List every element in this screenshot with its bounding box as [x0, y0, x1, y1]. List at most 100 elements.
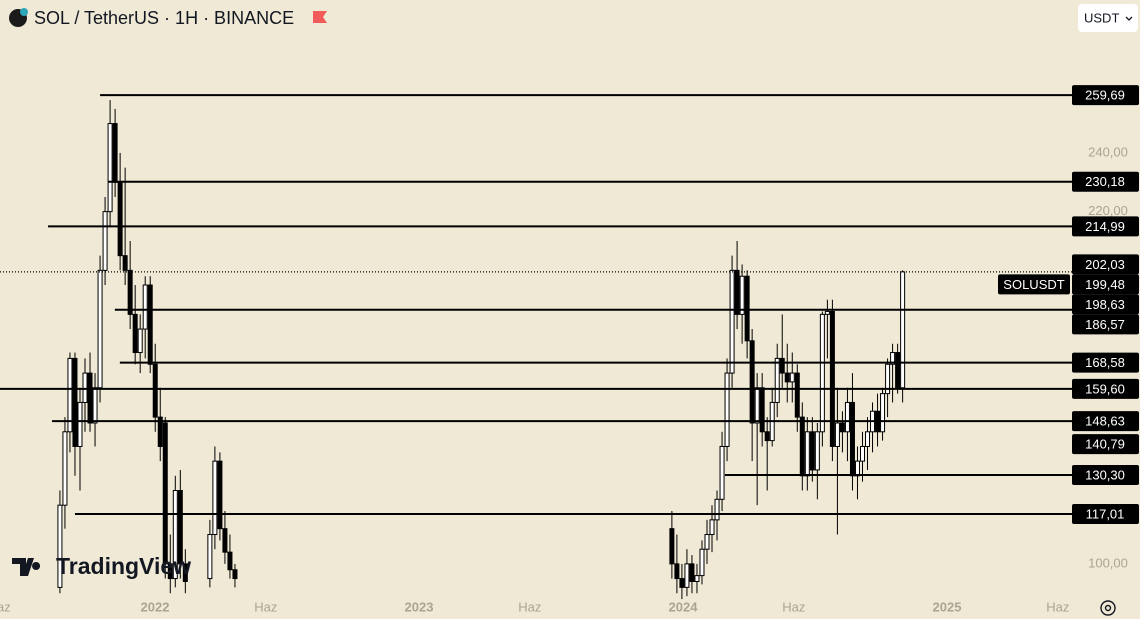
price-tag-bg	[1072, 434, 1139, 455]
candle-body	[714, 498, 720, 521]
candle-body	[739, 275, 745, 315]
candle-body	[92, 387, 98, 424]
candle-body	[774, 357, 780, 403]
candle-body	[764, 431, 770, 442]
candle-body	[804, 431, 810, 477]
candle-body	[207, 534, 213, 580]
candle-body	[754, 387, 760, 424]
watermark-logo	[12, 558, 41, 576]
price-tag-bg	[1072, 171, 1139, 192]
candle-body	[689, 563, 695, 582]
candle-body	[900, 271, 906, 389]
candle-body	[674, 563, 680, 580]
candle-body	[779, 357, 785, 374]
x-tick-label: 2022	[141, 599, 170, 614]
x-tick-label: Haz	[1046, 599, 1069, 614]
price-tag-bg	[1072, 85, 1139, 106]
candle-body	[132, 313, 138, 354]
x-tick-label: Haz	[782, 599, 805, 614]
candle-body	[759, 387, 765, 433]
candle-body	[839, 422, 845, 433]
candle-body	[789, 372, 795, 383]
candle-body	[719, 445, 725, 500]
price-tag-bg	[1072, 352, 1139, 373]
candle-body	[679, 578, 685, 588]
candle-body	[844, 401, 850, 433]
plot-area: 100,00180,00220,00240,00Haz2022Haz2023Ha…	[0, 85, 1139, 614]
price-tag-label: 214,99	[1085, 219, 1125, 234]
currency-button-bg[interactable]	[1078, 4, 1138, 32]
candle-body	[854, 460, 860, 477]
candle-body	[834, 422, 840, 447]
price-tag-label: 186,57	[1085, 317, 1125, 332]
candle-body	[67, 357, 73, 433]
candle-body	[709, 519, 715, 536]
candle-body	[97, 269, 103, 389]
currency-label[interactable]: USDT	[1084, 10, 1119, 25]
candle-body	[102, 211, 108, 271]
price-tag-label: 117,01	[1086, 506, 1125, 521]
y-tick-label: 220,00	[1088, 203, 1128, 218]
price-tag-bg	[1072, 254, 1139, 275]
candle-body	[734, 269, 740, 315]
candle-body	[137, 328, 143, 354]
candle-body	[880, 393, 886, 433]
candle-body	[829, 310, 835, 447]
candle-body	[895, 352, 901, 389]
x-tick-label: 2024	[669, 599, 699, 614]
candle-body	[669, 528, 675, 565]
candle-body	[217, 460, 223, 530]
price-tag-bg	[1072, 314, 1139, 335]
settings-gear[interactable]	[1100, 600, 1116, 616]
candle-body	[147, 284, 153, 365]
candle-body	[152, 363, 158, 418]
price-tag-bg	[1072, 294, 1139, 315]
price-tag-label: 148,63	[1085, 414, 1125, 429]
candle-body	[107, 123, 113, 213]
chart-title: SOL / TetherUS · 1H · BINANCE	[34, 8, 294, 28]
symbol-icon-badge	[20, 8, 28, 16]
candle-body	[849, 401, 855, 477]
candle-body	[167, 563, 173, 580]
candle-body	[117, 181, 123, 257]
y-tick-label: 100,00	[1088, 555, 1128, 570]
price-tag-label: 140,79	[1085, 437, 1125, 452]
candle-body	[694, 575, 700, 582]
candle-body	[122, 255, 128, 271]
candle-body	[885, 363, 891, 395]
symbol-tag-label: SOLUSDT	[1003, 277, 1064, 292]
candle-body	[87, 372, 93, 424]
candle-body	[82, 372, 88, 403]
x-tick-label: 2023	[405, 599, 434, 614]
watermark-text: TradingView	[56, 553, 191, 579]
price-tag-label: 199,48	[1085, 277, 1125, 292]
candle-body	[890, 352, 896, 365]
candle-body	[127, 269, 133, 315]
candle-body	[865, 431, 871, 447]
candle-body	[814, 431, 820, 471]
flag-icon[interactable]	[313, 11, 327, 23]
x-tick-label: Haz	[518, 599, 541, 614]
settings-icon[interactable]	[1100, 600, 1116, 616]
candle-body	[809, 431, 815, 471]
candle-body	[232, 569, 238, 580]
x-tick-label: Haz	[0, 599, 11, 614]
candle-body	[744, 275, 750, 342]
price-tag-label: 130,30	[1085, 467, 1125, 482]
currency-button[interactable]: USDT	[1078, 4, 1138, 32]
header: SOL / TetherUS · 1H · BINANCE	[9, 8, 327, 28]
settings-hub[interactable]	[1104, 604, 1112, 612]
candle-body	[72, 357, 78, 447]
price-tag-label: 259,69	[1085, 88, 1125, 103]
y-tick-label: 240,00	[1088, 144, 1128, 159]
candle-body	[157, 416, 163, 447]
candle-body	[724, 372, 730, 447]
x-tick-label: Haz	[254, 599, 277, 614]
dropdown-arrow[interactable]	[1125, 16, 1133, 21]
symbol-tag-bg	[998, 274, 1070, 295]
candle-body	[729, 269, 735, 374]
candle-body	[227, 551, 233, 571]
candle-body	[212, 460, 218, 536]
price-tag-label: 159,60	[1085, 381, 1125, 396]
